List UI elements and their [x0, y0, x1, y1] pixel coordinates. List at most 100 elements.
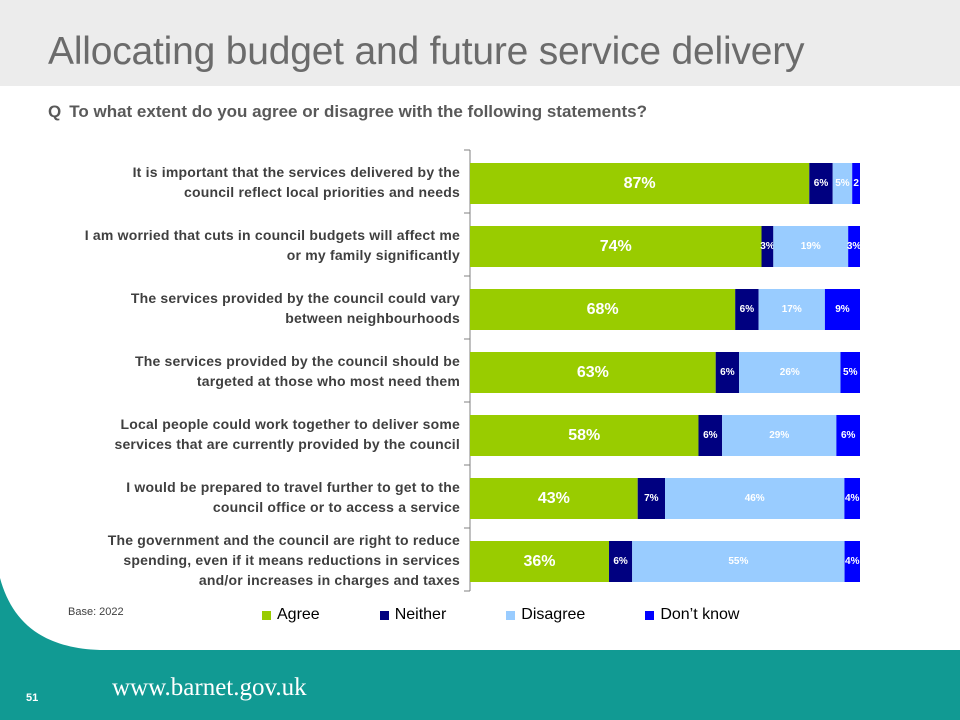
bar-neither	[809, 163, 833, 204]
data-label-dont-know: 2	[853, 178, 859, 189]
statement-label: I am worried that cuts in council budget…	[70, 225, 460, 265]
bar-agree	[470, 415, 699, 456]
bar-neither	[698, 415, 723, 456]
data-label-dont-know: 9%	[835, 304, 850, 315]
bar-agree	[470, 352, 716, 393]
statement-label: Local people could work together to deli…	[70, 414, 460, 454]
legend-swatch-agree	[262, 610, 271, 620]
bar-dont-know	[848, 226, 860, 267]
data-label-agree: 74%	[600, 238, 632, 255]
bar-agree	[470, 478, 638, 519]
website-url: www.barnet.gov.uk	[112, 674, 307, 701]
statement-label-line: The services provided by the council cou…	[130, 289, 460, 306]
bar-disagree	[722, 415, 837, 456]
bar-disagree	[739, 352, 841, 393]
data-label-disagree: 5%	[835, 178, 850, 189]
header-band	[0, 0, 960, 86]
statement-label: The services provided by the council sho…	[70, 351, 460, 391]
bar-disagree	[773, 226, 849, 267]
statement-label-line: The services provided by the council sho…	[134, 352, 460, 369]
data-label-dont-know: 4%	[845, 493, 860, 504]
statement-label-line: The government and the council are right…	[107, 531, 460, 548]
statement-label-line: services that are currently provided by …	[114, 435, 460, 452]
legend-item-disagree: Disagree	[506, 606, 585, 624]
chart-legend: Agree Neither Disagree Don’t know	[262, 606, 739, 624]
data-label-disagree: 55%	[728, 556, 748, 567]
bar-dont-know	[824, 289, 860, 330]
legend-label-neither: Neither	[394, 606, 447, 623]
data-label-agree: 63%	[577, 364, 609, 381]
bar-neither	[609, 541, 633, 582]
bar-neither	[761, 226, 774, 267]
statement-label: The services provided by the council cou…	[70, 288, 460, 328]
statement-label-line: council reflect local priorities and nee…	[183, 183, 460, 200]
statement-label: The government and the council are right…	[70, 530, 460, 590]
legend-swatch-neither	[379, 610, 389, 620]
bar-disagree	[665, 478, 845, 519]
page-title: Allocating budget and future service del…	[48, 30, 805, 73]
data-label-dont-know: 6%	[841, 430, 856, 441]
bar-disagree	[632, 541, 845, 582]
bar-agree	[470, 541, 610, 582]
survey-question: Q To what extent do you agree or disagree…	[48, 102, 647, 122]
statement-label-line: council office or to access a service	[212, 498, 460, 515]
data-label-disagree: 17%	[782, 304, 802, 315]
legend-swatch-disagree	[506, 610, 516, 620]
bar-neither	[735, 289, 759, 330]
bar-disagree	[758, 289, 825, 330]
bar-neither	[637, 478, 665, 519]
base-note: Base: 2022	[68, 606, 124, 618]
bar-agree	[470, 289, 736, 330]
bar-dont-know	[840, 352, 860, 393]
statement-label-line: targeted at those who most need them	[196, 372, 460, 389]
statement-label-line: Local people could work together to deli…	[120, 415, 460, 432]
bar-dont-know	[852, 163, 860, 204]
data-label-agree: 68%	[587, 301, 619, 318]
data-label-dont-know: 4%	[845, 556, 860, 567]
data-label-neither: 6%	[720, 367, 735, 378]
data-label-disagree: 19%	[801, 241, 821, 252]
data-label-disagree: 46%	[745, 493, 765, 504]
data-label-dont-know: 5%	[843, 367, 858, 378]
statement-label-line: or my family significantly	[286, 246, 460, 263]
data-label-neither: 6%	[613, 556, 628, 567]
statement-label: I would be prepared to travel further to…	[70, 477, 460, 517]
statement-label-line: between neighbourhoods	[285, 309, 460, 326]
legend-swatch-dont-know	[645, 610, 655, 620]
bar-dont-know	[836, 415, 860, 456]
legend-item-dont-know: Don’t know	[645, 606, 739, 624]
footer-teal-swoosh	[0, 578, 960, 720]
statement-label: It is important that the services delive…	[70, 162, 460, 202]
statement-label-line: and/or increases in charges and taxes	[198, 571, 460, 588]
legend-item-agree: Agree	[262, 606, 320, 624]
statement-label-line: I am worried that cuts in council budget…	[84, 226, 460, 243]
statement-label-line: It is important that the services delive…	[132, 163, 460, 180]
legend-item-neither: Neither	[379, 606, 447, 624]
statement-label-line: spending, even if it means reductions in…	[123, 551, 460, 568]
bar-dont-know	[844, 541, 860, 582]
legend-label-dont-know: Don’t know	[660, 606, 740, 623]
statement-label-line: I would be prepared to travel further to…	[126, 478, 460, 495]
data-label-agree: 36%	[523, 553, 555, 570]
bar-neither	[715, 352, 740, 393]
bar-agree	[470, 226, 762, 267]
data-label-agree: 87%	[624, 175, 656, 192]
legend-label-agree: Agree	[277, 606, 320, 623]
legend-label-disagree: Disagree	[521, 606, 586, 623]
data-label-neither: 7%	[644, 493, 659, 504]
data-label-agree: 58%	[568, 427, 600, 444]
data-label-dont-know: 3%	[847, 241, 862, 252]
data-label-disagree: 29%	[769, 430, 789, 441]
question-prefix: Q	[48, 102, 62, 121]
data-label-neither: 6%	[703, 430, 718, 441]
bar-dont-know	[844, 478, 860, 519]
data-label-disagree: 26%	[780, 367, 800, 378]
data-label-neither: 3%	[760, 241, 775, 252]
bar-agree	[470, 163, 810, 204]
bar-disagree	[832, 163, 853, 204]
data-label-neither: 6%	[814, 178, 829, 189]
data-label-neither: 6%	[740, 304, 755, 315]
question-text: To what extent do you agree or disagree …	[69, 102, 647, 121]
